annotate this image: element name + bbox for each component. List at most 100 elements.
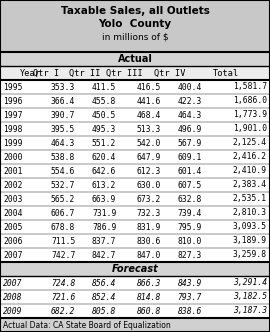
Text: 1997: 1997 (3, 111, 22, 120)
Text: 2001: 2001 (3, 167, 22, 176)
Text: 852.4: 852.4 (92, 292, 116, 301)
Text: Actual Data: CA State Board of Equalization: Actual Data: CA State Board of Equalizat… (3, 320, 171, 329)
Text: 1,901.0: 1,901.0 (233, 124, 267, 133)
Text: 513.3: 513.3 (137, 124, 161, 133)
Text: 3,259.8: 3,259.8 (233, 251, 267, 260)
Text: 837.7: 837.7 (92, 236, 116, 245)
Text: 468.4: 468.4 (137, 111, 161, 120)
Bar (0, 262, 270, 276)
Text: in millions of $: in millions of $ (102, 33, 168, 42)
Text: 739.4: 739.4 (178, 208, 202, 217)
Text: 847.0: 847.0 (137, 251, 161, 260)
Bar (0, 318, 270, 332)
Text: 838.6: 838.6 (178, 306, 202, 315)
Bar (0, 80, 270, 94)
Text: 495.3: 495.3 (92, 124, 116, 133)
Text: 2002: 2002 (3, 181, 22, 190)
Bar (0, 108, 270, 122)
Text: 601.4: 601.4 (178, 167, 202, 176)
Text: 866.3: 866.3 (137, 279, 161, 288)
Text: 538.8: 538.8 (51, 152, 75, 161)
Text: 724.8: 724.8 (51, 279, 75, 288)
Text: 567.9: 567.9 (178, 138, 202, 147)
Text: 682.2: 682.2 (51, 306, 75, 315)
Text: 464.3: 464.3 (178, 111, 202, 120)
Text: 731.9: 731.9 (92, 208, 116, 217)
Text: 663.9: 663.9 (92, 195, 116, 204)
Text: 2003: 2003 (3, 195, 22, 204)
Text: 2,125.4: 2,125.4 (233, 138, 267, 147)
Text: 366.4: 366.4 (51, 97, 75, 106)
Text: 3,182.5: 3,182.5 (233, 292, 267, 301)
Bar (0, 290, 270, 304)
Text: 455.8: 455.8 (92, 97, 116, 106)
Text: 353.3: 353.3 (51, 82, 75, 92)
Text: Qtr III: Qtr III (106, 68, 143, 77)
Text: 2000: 2000 (3, 152, 22, 161)
Bar (0, 66, 270, 80)
Text: 441.6: 441.6 (137, 97, 161, 106)
Bar (0, 192, 270, 206)
Text: 2,383.4: 2,383.4 (233, 181, 267, 190)
Bar (0, 276, 270, 290)
Bar (0, 220, 270, 234)
Text: 814.8: 814.8 (137, 292, 161, 301)
Text: 620.4: 620.4 (92, 152, 116, 161)
Text: 1995: 1995 (3, 82, 22, 92)
Bar (0, 0, 270, 52)
Text: 678.8: 678.8 (51, 222, 75, 231)
Text: Taxable Sales, all Outlets: Taxable Sales, all Outlets (60, 6, 210, 16)
Bar (0, 136, 270, 150)
Text: 2,810.3: 2,810.3 (233, 208, 267, 217)
Bar (0, 122, 270, 136)
Text: 732.3: 732.3 (137, 208, 161, 217)
Text: 422.3: 422.3 (178, 97, 202, 106)
Text: 1,581.7: 1,581.7 (233, 82, 267, 92)
Text: 2,535.1: 2,535.1 (233, 195, 267, 204)
Text: 843.9: 843.9 (178, 279, 202, 288)
Text: Actual: Actual (117, 54, 153, 64)
Text: Forecast: Forecast (112, 264, 158, 274)
Text: 450.5: 450.5 (92, 111, 116, 120)
Text: 1999: 1999 (3, 138, 22, 147)
Bar (0, 234, 270, 248)
Bar (0, 52, 270, 66)
Bar (0, 94, 270, 108)
Text: Qtr IV: Qtr IV (154, 68, 186, 77)
Text: 609.1: 609.1 (178, 152, 202, 161)
Text: 606.7: 606.7 (51, 208, 75, 217)
Text: Yolo  County: Yolo County (99, 19, 171, 29)
Text: 842.7: 842.7 (92, 251, 116, 260)
Text: 542.0: 542.0 (137, 138, 161, 147)
Text: 565.2: 565.2 (51, 195, 75, 204)
Text: Total: Total (213, 68, 239, 77)
Text: 1996: 1996 (3, 97, 22, 106)
Text: 673.2: 673.2 (137, 195, 161, 204)
Text: 3,189.9: 3,189.9 (233, 236, 267, 245)
Text: 551.2: 551.2 (92, 138, 116, 147)
Text: 642.6: 642.6 (92, 167, 116, 176)
Text: 3,187.3: 3,187.3 (233, 306, 267, 315)
Text: 395.5: 395.5 (51, 124, 75, 133)
Text: 795.9: 795.9 (178, 222, 202, 231)
Text: 831.9: 831.9 (137, 222, 161, 231)
Text: Qtr II: Qtr II (69, 68, 100, 77)
Text: 860.8: 860.8 (137, 306, 161, 315)
Text: 2,410.9: 2,410.9 (233, 167, 267, 176)
Text: 793.7: 793.7 (178, 292, 202, 301)
Text: 742.7: 742.7 (51, 251, 75, 260)
Bar (0, 150, 270, 164)
Text: Year: Year (20, 68, 41, 77)
Text: 2005: 2005 (3, 222, 22, 231)
Text: 647.9: 647.9 (137, 152, 161, 161)
Text: 3,093.5: 3,093.5 (233, 222, 267, 231)
Text: 827.3: 827.3 (178, 251, 202, 260)
Text: 2008: 2008 (3, 292, 22, 301)
Text: 2007: 2007 (3, 251, 22, 260)
Text: 805.8: 805.8 (92, 306, 116, 315)
Text: 613.2: 613.2 (92, 181, 116, 190)
Text: 1,686.0: 1,686.0 (233, 97, 267, 106)
Text: 2,416.2: 2,416.2 (233, 152, 267, 161)
Text: 464.3: 464.3 (51, 138, 75, 147)
Text: 496.9: 496.9 (178, 124, 202, 133)
